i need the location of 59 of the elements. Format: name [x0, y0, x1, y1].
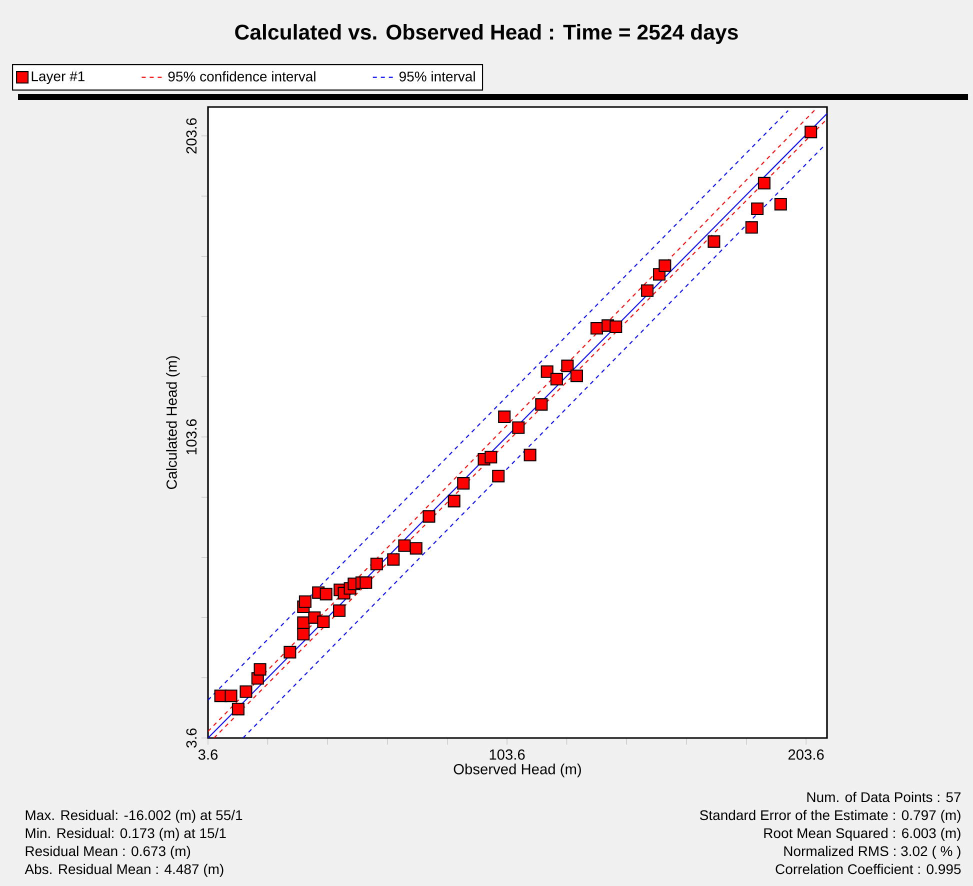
- text: Root Mean Squared : 6.003 (m): [764, 828, 960, 841]
- point: [492, 470, 505, 482]
- text: Standard Error of the Estimate : 0.797 (m): [700, 810, 960, 823]
- text: Max. Residual: -16.002 (m) at 55/1: [26, 810, 242, 823]
- point: [540, 365, 554, 378]
- point: [774, 198, 787, 210]
- point: [410, 542, 422, 555]
- text: Residual Mean : 0.673 (m): [26, 846, 190, 859]
- point: [398, 539, 411, 552]
- legend-label: 95% interval: [399, 71, 475, 82]
- point: [590, 322, 604, 335]
- point: [317, 616, 330, 628]
- point: [610, 320, 622, 334]
- point: [224, 690, 238, 702]
- point: [745, 221, 758, 234]
- y-axis-title: Calculated Head (m): [166, 356, 180, 489]
- text: Min. Residual: 0.173 (m) at 15/1: [26, 828, 226, 841]
- point: [524, 448, 536, 462]
- point: [320, 588, 332, 600]
- point: [570, 370, 583, 382]
- text: Abs. Residual Mean : 4.487 (m): [24, 864, 224, 877]
- point: [751, 202, 764, 216]
- point: [658, 259, 672, 272]
- x-axis-title: Observed Head (m): [454, 764, 581, 778]
- point: [370, 558, 383, 570]
- point: [254, 663, 266, 676]
- point: [535, 398, 548, 411]
- point: [297, 616, 310, 629]
- point: [498, 410, 511, 424]
- point: [457, 477, 470, 490]
- point: [422, 510, 436, 523]
- point: [232, 702, 244, 716]
- point: [297, 628, 310, 640]
- point: [484, 450, 498, 464]
- legend-label: 95% confidence interval: [168, 71, 316, 82]
- point: [448, 494, 460, 508]
- y-tick-label: 203.6: [186, 118, 197, 154]
- x-tick-label: 103.6: [490, 749, 525, 760]
- point: [240, 685, 252, 698]
- point: [708, 235, 720, 248]
- point: [298, 595, 312, 608]
- x-tick-label: 203.6: [788, 749, 824, 760]
- chart-title: Calculated vs. Observed Head : Time = 2524 days: [235, 24, 738, 44]
- text: Normalized RMS : 3.02 ( % ): [784, 846, 960, 859]
- point: [641, 284, 654, 297]
- y-tick-label: 103.6: [186, 419, 197, 454]
- text: Correlation Coefficient : 0.995: [776, 864, 961, 874]
- point: [804, 126, 818, 138]
- point: [758, 176, 770, 190]
- point: [284, 646, 296, 658]
- point: [550, 372, 563, 386]
- point: [360, 576, 372, 589]
- point: [387, 553, 400, 566]
- legend-label: Layer #1: [32, 71, 84, 84]
- point: [512, 421, 525, 434]
- x-tick-label: 3.6: [198, 749, 218, 760]
- point: [561, 360, 574, 372]
- text: Num. of Data Points : 57: [807, 792, 961, 802]
- point: [333, 604, 346, 617]
